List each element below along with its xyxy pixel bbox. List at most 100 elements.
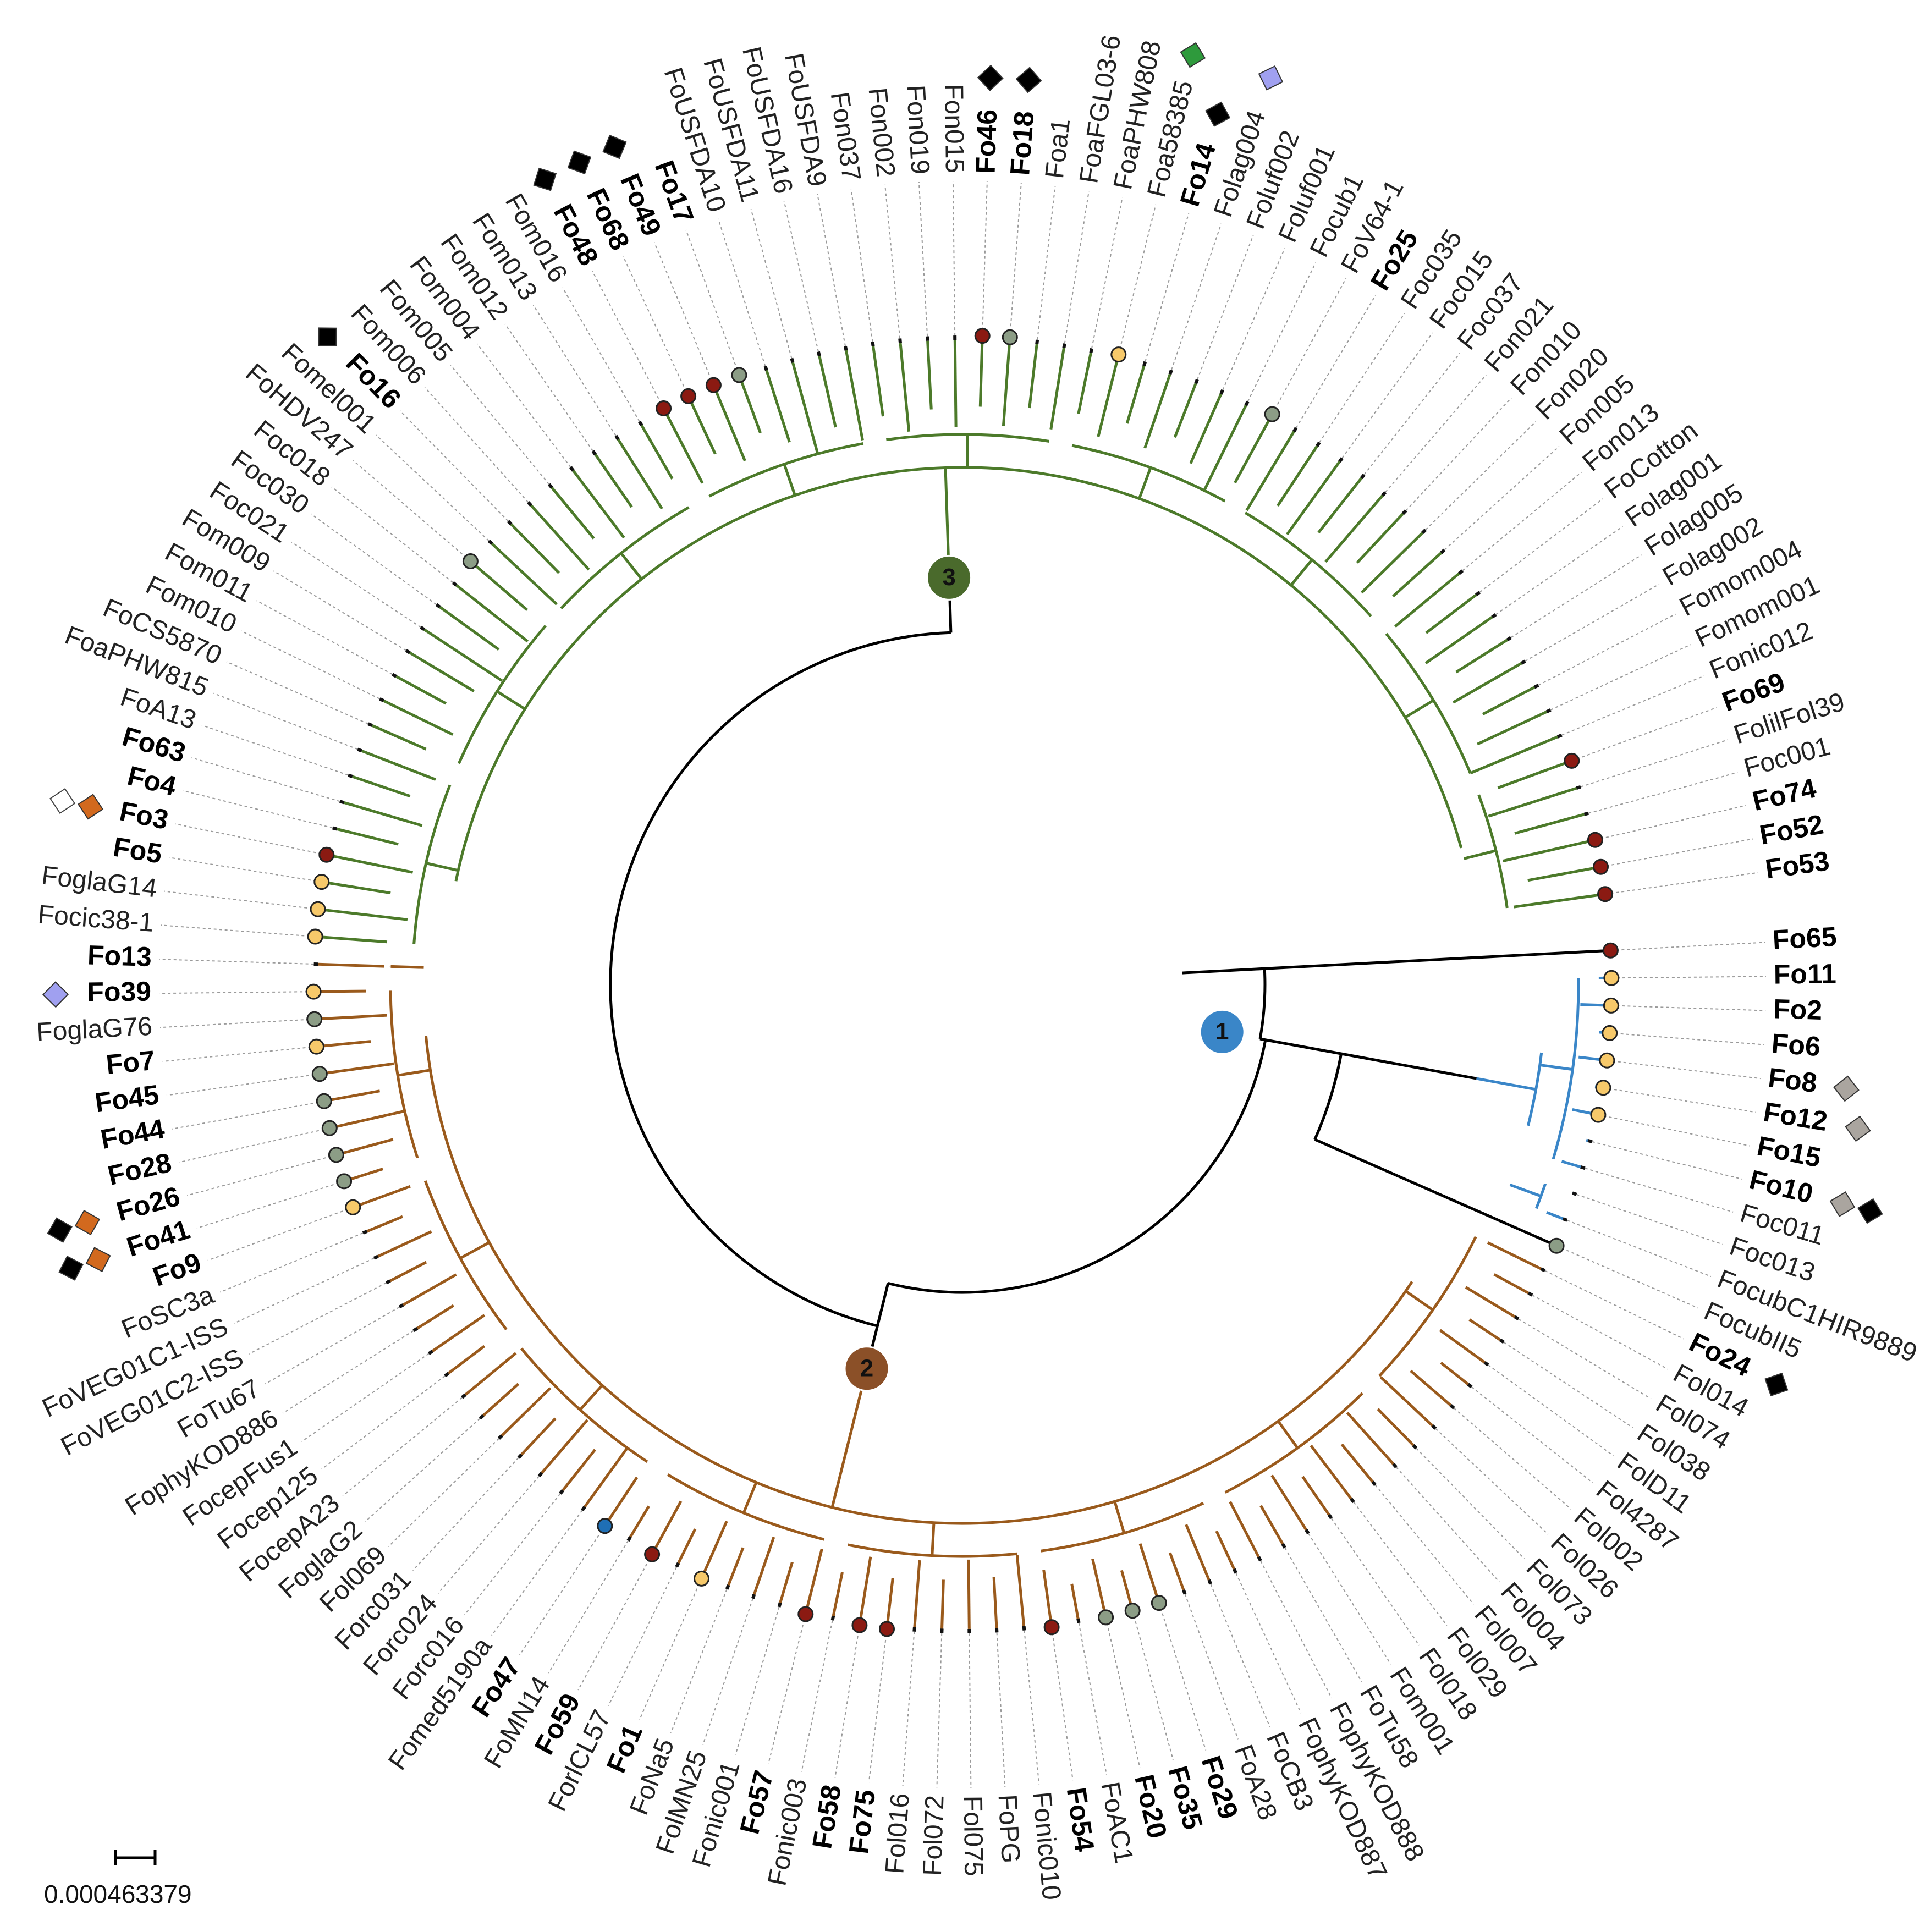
leaf-connector xyxy=(1210,1583,1270,1727)
leaf-branch xyxy=(475,565,529,612)
leaf-connector xyxy=(817,194,846,346)
leaf-connector xyxy=(491,1510,583,1636)
leaf-branch xyxy=(491,542,558,606)
leaf-tip xyxy=(367,722,373,728)
leaf-connector xyxy=(196,1180,344,1229)
leaf-tip xyxy=(332,826,338,831)
node-dot-red xyxy=(1043,1619,1060,1636)
leaf-label: Fon015 xyxy=(939,84,969,173)
leaf-tip xyxy=(675,1562,680,1568)
leaf-connector xyxy=(220,1232,364,1293)
leaf-label: FoPG xyxy=(992,1793,1025,1864)
leaf-connector xyxy=(376,434,490,542)
leaf-tip xyxy=(357,747,362,753)
subclade-stem xyxy=(426,862,459,872)
leaf-branch xyxy=(447,1345,486,1375)
leaf-tip xyxy=(373,1254,379,1260)
leaf-tip xyxy=(1491,613,1497,619)
leaf-tip xyxy=(1483,1361,1489,1367)
leaf-tip xyxy=(1440,548,1446,554)
leaf-connector xyxy=(191,757,340,802)
leaf-connector xyxy=(175,823,327,856)
leaf-connector xyxy=(399,410,509,522)
leaf-branch xyxy=(331,1089,381,1102)
leaf-connector xyxy=(1561,675,1705,736)
leaf-tip xyxy=(1233,1568,1238,1574)
leaf-branch xyxy=(1455,639,1508,674)
node-dot-yellow xyxy=(1603,970,1620,986)
leaf-branch xyxy=(1561,1160,1581,1169)
leaf-branch xyxy=(791,362,819,453)
trait-square-green xyxy=(1180,42,1206,68)
leaf-connector xyxy=(1610,942,1766,951)
leaf-connector xyxy=(1471,1386,1593,1483)
trait-square-black xyxy=(1205,101,1231,127)
leaf-connector xyxy=(702,1598,754,1745)
clade-badge-3 xyxy=(926,554,972,601)
leaf-label: Foa1 xyxy=(1040,117,1076,180)
leaf-branch xyxy=(872,345,884,417)
subclade-arc xyxy=(1041,1501,1204,1553)
leaf-branch xyxy=(1125,365,1146,424)
leaf-connector xyxy=(1425,421,1537,531)
leaf-tip xyxy=(348,773,353,778)
node-dot-gray xyxy=(1151,1595,1167,1611)
subclade-stem xyxy=(1404,699,1434,719)
leaf-branch xyxy=(1277,445,1318,507)
leaf-branch xyxy=(1546,1211,1564,1220)
leaf-connector xyxy=(902,1631,915,1786)
leaf-connector xyxy=(884,184,901,339)
trait-square-black xyxy=(1015,67,1042,93)
leaf-connector xyxy=(207,1207,354,1261)
leaf-tip xyxy=(638,421,644,426)
leaf-tip xyxy=(559,1489,564,1495)
leaf-branch xyxy=(1514,813,1585,835)
node-dot-red xyxy=(680,388,697,404)
leaf-connector xyxy=(1444,445,1560,551)
leaf-connector xyxy=(342,1397,463,1496)
leaf-branch xyxy=(1168,1552,1185,1590)
node-dot-gray xyxy=(1264,406,1280,422)
leaf-connector xyxy=(801,1620,833,1772)
trait-square-white xyxy=(50,788,76,814)
leaf-branch xyxy=(1503,840,1589,863)
leaf-branch xyxy=(389,1261,427,1283)
leaf-connector xyxy=(1374,1484,1475,1605)
leaf-tip xyxy=(614,434,620,441)
leaf-tip xyxy=(581,1505,586,1511)
node-dot-gray xyxy=(321,1120,338,1136)
leaf-branch xyxy=(1470,735,1559,775)
subclade-stem xyxy=(1277,1420,1299,1449)
node-dot-gray xyxy=(1002,329,1018,345)
leaf-tip xyxy=(1557,733,1563,739)
subclade-stem xyxy=(966,434,969,468)
clade-badge-label: 2 xyxy=(860,1355,873,1381)
node-dot-gray xyxy=(316,1093,332,1109)
leaf-connector xyxy=(1462,471,1582,571)
leaf-branch xyxy=(1482,686,1536,715)
leaf-branch xyxy=(377,1230,432,1258)
leaf-tip xyxy=(379,697,384,702)
leaf-connector xyxy=(1454,1407,1572,1510)
leaf-connector xyxy=(1260,1560,1333,1699)
leaf-label: Fo75 xyxy=(843,1788,881,1855)
leaf-branch xyxy=(318,962,384,968)
leaf-connector xyxy=(1395,1467,1500,1583)
leaf-tip xyxy=(1305,1528,1310,1535)
leaf-branch xyxy=(1440,1361,1469,1385)
leaf-connector xyxy=(1605,872,1758,895)
leaf-tip xyxy=(1533,684,1539,689)
leaf-connector xyxy=(783,201,819,352)
leaf-branch xyxy=(806,1548,823,1608)
leaf-tip xyxy=(1194,378,1199,384)
leaf-branch xyxy=(1234,420,1270,483)
leaf-connector xyxy=(1488,1364,1614,1456)
leaf-connector xyxy=(1550,644,1691,711)
leaf-tip xyxy=(926,336,930,341)
clade-1-stem xyxy=(1476,1077,1537,1091)
trait-square-black xyxy=(602,134,627,159)
leaf-connector xyxy=(1510,554,1642,639)
leaf-connector xyxy=(1611,976,1766,979)
leaf-label: Fo46 xyxy=(970,109,1003,174)
leaf-connector xyxy=(622,256,689,397)
